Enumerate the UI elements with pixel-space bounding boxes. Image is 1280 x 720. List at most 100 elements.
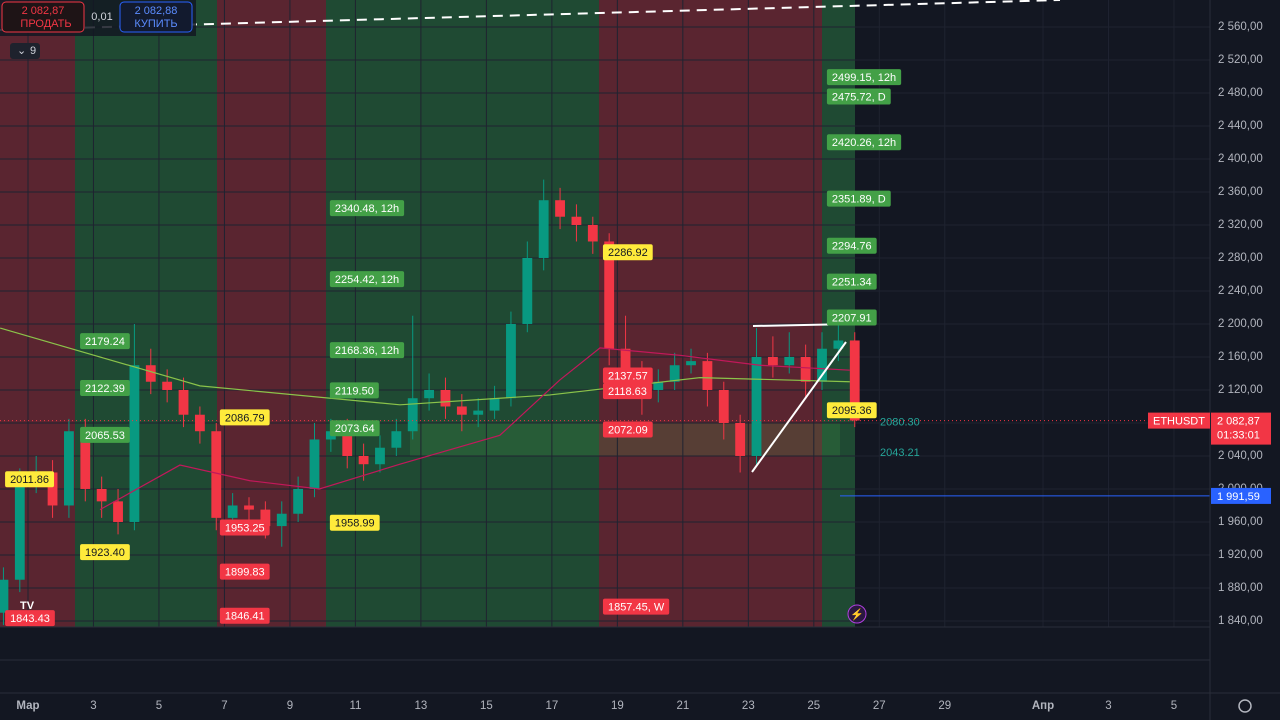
candle-body — [555, 200, 565, 217]
level-text: 2080.30 — [880, 417, 920, 429]
candle-body — [113, 501, 123, 522]
level-label: 1899.83 — [225, 567, 265, 579]
level-label-box — [826, 134, 902, 151]
candle-body — [473, 410, 484, 415]
candle-body — [587, 224, 598, 242]
buy-button[interactable] — [119, 1, 193, 33]
level-label: 2168.36, 12h — [335, 345, 399, 357]
level-label-box — [329, 342, 405, 359]
level-label-box — [602, 383, 652, 400]
candle-body — [14, 480, 25, 580]
level-label-box — [329, 420, 380, 437]
candle-body — [424, 389, 435, 399]
y-tick-label: 2 520,00 — [1218, 54, 1263, 66]
x-tick-label: 25 — [807, 700, 820, 712]
candle-body — [735, 422, 746, 456]
x-tick-label: 21 — [676, 700, 689, 712]
symbol-box — [1148, 412, 1210, 429]
candle-body — [571, 216, 582, 225]
level-label: 2011.86 — [10, 474, 49, 486]
level-label: 1953.25 — [225, 522, 265, 534]
settings-icon[interactable] — [1238, 699, 1252, 713]
level-label: 2086.79 — [225, 412, 265, 424]
countdown: 01:33:01 — [1217, 430, 1260, 442]
level-label: 2251.34 — [832, 277, 872, 289]
candle-body — [620, 348, 631, 374]
level-label: 2179.24 — [85, 336, 125, 348]
level-label-box — [826, 237, 877, 254]
candle-body — [227, 505, 238, 518]
level-label: 2420.26, 12h — [832, 137, 896, 149]
level-label: 2286.92 — [608, 247, 648, 259]
y-tick-label: 2 280,00 — [1218, 252, 1263, 264]
indicators-count: 9 — [30, 45, 36, 57]
level-label: 2207.91 — [832, 312, 872, 324]
level-label: 1958.99 — [335, 518, 375, 530]
level-label-box — [602, 367, 653, 384]
indicators-toggle[interactable] — [10, 43, 40, 59]
buy-label: КУПИТЬ — [134, 18, 177, 30]
level-label: 1923.40 — [85, 547, 125, 559]
level-label: 1857.45, W — [608, 601, 665, 613]
y-tick-label: 2 360,00 — [1218, 186, 1263, 198]
level-label-box — [5, 471, 55, 488]
candle-body — [407, 398, 418, 432]
x-tick-label: 13 — [415, 700, 428, 712]
level-label: 2294.76 — [832, 241, 872, 253]
level-label-box — [219, 607, 270, 624]
level-label-box — [329, 200, 405, 217]
level-label-box — [329, 382, 379, 399]
price-line-box — [1211, 487, 1271, 504]
grid — [0, 0, 1210, 627]
y-tick-label: 2 440,00 — [1218, 120, 1263, 132]
x-tick-label: 17 — [545, 700, 558, 712]
candle-body — [342, 431, 353, 456]
candle-body — [194, 414, 205, 432]
candle-body — [244, 505, 254, 510]
candle-body — [440, 389, 451, 407]
level-label-box — [80, 426, 130, 443]
level-label-box — [826, 88, 891, 105]
labels: 2499.15, 12h 2475.72, D 2420.26, 12h 2351.8… — [5, 69, 920, 627]
level-label-box — [602, 244, 653, 261]
y-tick-label: 1 920,00 — [1218, 549, 1263, 561]
level-label-box — [329, 514, 380, 531]
sell-button[interactable] — [1, 1, 85, 33]
candle-body — [47, 472, 58, 506]
alert-icon-glyph: ⚡ — [850, 608, 864, 621]
level-label-box — [826, 273, 877, 290]
level-label-box — [826, 309, 877, 326]
x-tick-label: 5 — [1171, 700, 1177, 712]
y-tick-label: 2 560,00 — [1218, 21, 1263, 33]
level-label-box — [80, 380, 130, 397]
candle-body — [162, 381, 173, 390]
level-label: 2065.53 — [85, 430, 125, 442]
candle-body — [309, 439, 320, 489]
candle-body — [391, 431, 402, 448]
candle-body — [145, 365, 156, 382]
candle-body — [604, 241, 615, 349]
level-label-box — [826, 190, 891, 207]
candle-body — [211, 431, 222, 518]
level-label: 2351.89, D — [832, 194, 886, 206]
x-tick-label: 3 — [90, 700, 96, 712]
y-tick-label: 2 160,00 — [1218, 351, 1263, 363]
candle-body — [849, 340, 860, 421]
alert-icon[interactable] — [847, 604, 867, 624]
y-tick-label: 2 120,00 — [1218, 384, 1263, 396]
logo: TV — [20, 600, 35, 612]
sell-label: ПРОДАТЬ — [20, 18, 71, 30]
sell-price: 2 082,87 — [22, 5, 65, 17]
x-tick-label: 3 — [1105, 700, 1111, 712]
level-label: 2340.48, 12h — [335, 203, 399, 215]
candle-body — [718, 389, 729, 423]
y-tick-label: 1 840,00 — [1218, 615, 1263, 627]
candle-body — [767, 356, 778, 366]
y-tick-label: 2 200,00 — [1218, 318, 1263, 330]
candle-body — [293, 488, 304, 514]
candle-body — [375, 447, 385, 465]
candle-body — [669, 365, 680, 382]
chevron: ⌄ — [17, 45, 26, 57]
